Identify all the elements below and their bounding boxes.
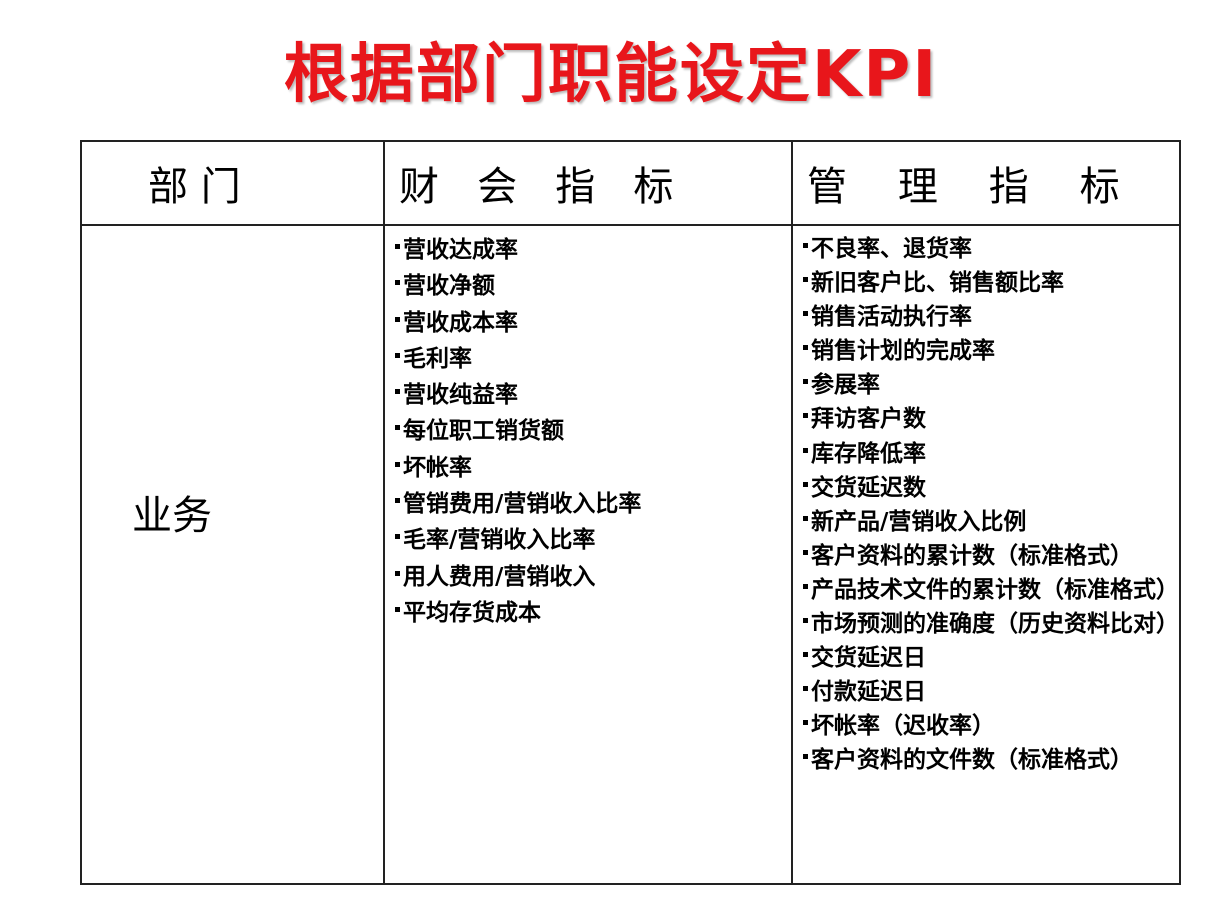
financial-list: 营收达成率 营收净额 营收成本率 毛利率 营收纯益率 每位职工销货额 坏帐率 管销费用/营销收… (385, 226, 791, 631)
list-item: 市场预测的准确度（历史资料比对） (803, 607, 1179, 641)
list-item: 客户资料的文件数（标准格式） (803, 743, 1179, 777)
list-item: 每位职工销货额 (395, 413, 791, 449)
header-text: 财 会 指 标 (398, 164, 674, 210)
header-text: 部 门 (148, 164, 241, 210)
list-item: 销售计划的完成率 (803, 334, 1179, 368)
list-item: 营收纯益率 (395, 377, 791, 413)
list-item: 新产品/营销收入比例 (803, 505, 1179, 539)
list-item: 平均存货成本 (395, 595, 791, 631)
list-item: 毛利率 (395, 341, 791, 377)
department-cell: 业务 (80, 224, 385, 885)
list-item: 用人费用/营销收入 (395, 559, 791, 595)
list-item: 付款延迟日 (803, 675, 1179, 709)
list-item: 交货延迟数 (803, 471, 1179, 505)
header-financial: 财 会 指 标 (382, 140, 794, 226)
page-title: 根据部门职能设定KPI (283, 38, 939, 112)
table-row: 业务 营收达成率 营收净额 营收成本率 毛利率 营收纯益率 每位职工销货额 坏帐率 管销费用/… (80, 224, 1181, 885)
list-item: 新旧客户比、销售额比率 (803, 266, 1179, 300)
list-item: 参展率 (803, 368, 1179, 402)
financial-cell: 营收达成率 营收净额 营收成本率 毛利率 营收纯益率 每位职工销货额 坏帐率 管销费用/营销收… (382, 224, 794, 885)
list-item: 不良率、退货率 (803, 232, 1179, 266)
header-text: 管 理 指 标 (807, 164, 1120, 210)
list-item: 毛率/营销收入比率 (395, 522, 791, 558)
kpi-table: 部 门 财 会 指 标 管 理 指 标 业务 营收达成率 营收净额 营收成本率 毛利率… (80, 140, 1181, 885)
header-management: 管 理 指 标 (791, 140, 1181, 226)
list-item: 产品技术文件的累计数（标准格式） (803, 573, 1179, 607)
list-item: 营收达成率 (395, 232, 791, 268)
list-item: 营收成本率 (395, 305, 791, 341)
header-row: 部 门 财 会 指 标 管 理 指 标 (80, 140, 1181, 226)
list-item: 坏帐率 (395, 450, 791, 486)
list-item: 拜访客户数 (803, 402, 1179, 436)
list-item: 营收净额 (395, 268, 791, 304)
list-item: 管销费用/营销收入比率 (395, 486, 791, 522)
list-item: 库存降低率 (803, 437, 1179, 471)
list-item: 交货延迟日 (803, 641, 1179, 675)
list-item: 客户资料的累计数（标准格式） (803, 539, 1179, 573)
management-cell: 不良率、退货率 新旧客户比、销售额比率 销售活动执行率 销售计划的完成率 参展率 拜访客户… (791, 224, 1181, 885)
list-item: 销售活动执行率 (803, 300, 1179, 334)
header-department: 部 门 (80, 140, 385, 226)
list-item: 坏帐率（迟收率） (803, 709, 1179, 743)
management-list: 不良率、退货率 新旧客户比、销售额比率 销售活动执行率 销售计划的完成率 参展率 拜访客户… (793, 226, 1179, 778)
